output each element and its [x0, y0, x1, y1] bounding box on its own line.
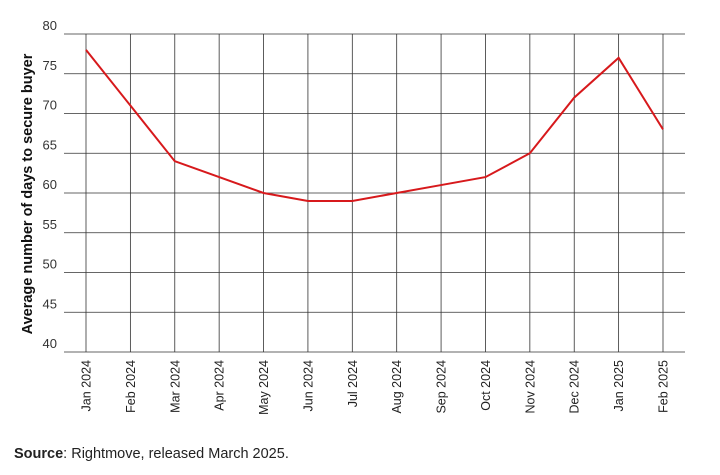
x-tick-label: Jun 2024 [301, 360, 315, 411]
x-axis-ticks: Jan 2024 Feb 2024 Mar 2024 Apr 2024 May 2024… [80, 360, 671, 415]
y-tick-label: 70 [43, 98, 57, 113]
source-text: : Rightmove, released March 2025. [63, 446, 289, 462]
y-tick-label: 60 [43, 177, 57, 192]
x-tick-label: Dec 2024 [568, 360, 582, 414]
y-tick-label: 40 [43, 336, 57, 351]
x-tick-label: Jan 2025 [612, 360, 626, 411]
x-tick-label: Nov 2024 [523, 360, 537, 414]
x-tick-label: Sep 2024 [435, 360, 449, 414]
x-tick-label: Feb 2024 [124, 360, 138, 413]
x-tick-label: Jan 2024 [80, 360, 94, 411]
x-tick-label: May 2024 [257, 360, 271, 415]
y-axis-ticks: 40 45 50 55 60 65 70 75 80 [43, 18, 57, 351]
source-label: Source [14, 446, 64, 462]
y-axis-label: Average number of days to secure buyer [20, 53, 36, 334]
y-tick-label: 55 [43, 217, 57, 232]
y-tick-label: 65 [43, 137, 57, 152]
source-note: Source: Rightmove, released March 2025. [14, 446, 289, 462]
x-tick-label: Apr 2024 [213, 360, 227, 411]
x-tick-label: Mar 2024 [168, 360, 182, 413]
y-tick-label: 50 [43, 257, 57, 272]
y-tick-label: 45 [43, 296, 57, 311]
x-tick-label: Aug 2024 [390, 360, 404, 414]
y-tick-label: 75 [43, 58, 57, 73]
x-tick-label: Feb 2025 [657, 360, 671, 413]
series-layer [85, 49, 664, 202]
line-chart: 40 45 50 55 60 65 70 75 80 Jan 2024 Feb 2024 Mar 2… [20, 18, 685, 415]
y-tick-label: 80 [43, 18, 57, 33]
series-line [85, 49, 664, 202]
x-tick-label: Jul 2024 [346, 360, 360, 407]
x-tick-label: Oct 2024 [479, 360, 493, 411]
